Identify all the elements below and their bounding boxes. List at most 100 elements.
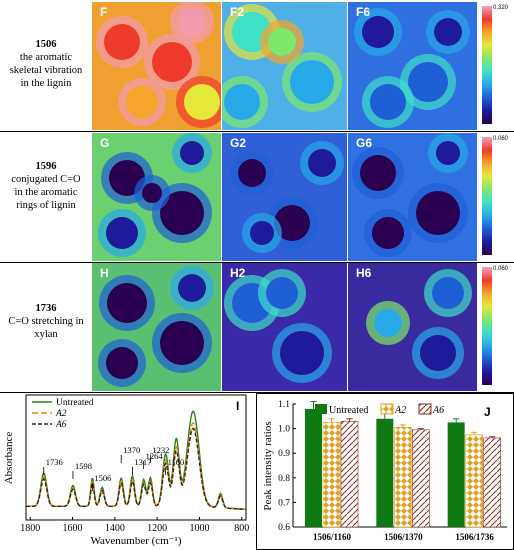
peak-label: 1317 — [134, 457, 151, 467]
y-tick-label: 0.6 — [278, 523, 290, 533]
bar-A6-1506/1160 — [340, 420, 359, 528]
color-scale-max: 0.060 — [493, 266, 509, 272]
legend-entry: A6 — [432, 405, 444, 416]
bar-A2-1506/1160 — [322, 422, 341, 528]
panel-label-G2: G2 — [230, 136, 247, 150]
row-divider — [0, 262, 514, 263]
x-tick-label: 1506/1160 — [313, 532, 352, 542]
y-tick-label: 0.8 — [278, 474, 290, 484]
panel-label-j: J — [484, 405, 491, 419]
legend-entry: A2 — [55, 409, 67, 419]
chemical-map-G2: G2 — [222, 133, 347, 261]
row-desc-line: rings of lignin — [16, 200, 76, 211]
heatmap-image — [92, 263, 221, 391]
row-wavenumber: 1736 — [35, 303, 57, 314]
heatmap-image — [92, 2, 221, 130]
chemical-map-H6: H6 — [348, 263, 477, 391]
legend-entry: A2 — [394, 405, 406, 416]
panel-label-H6: H6 — [356, 266, 372, 280]
color-scale-max: 0.060 — [493, 136, 509, 142]
bar-chart: Peak intensity ratios J 0.6 0.7 0.8 0.9 1.0 1… — [262, 400, 507, 542]
legend-entry: Untreated — [329, 405, 368, 416]
legend-entry: A6 — [55, 420, 67, 430]
peak-label: 1506 — [94, 473, 111, 483]
legend-swatch — [418, 403, 432, 415]
x-tick-label: 1800 — [20, 523, 40, 534]
chemical-map-F2: F2 — [222, 2, 347, 130]
x-tick-label: 800 — [234, 523, 249, 534]
panel-label-H: H — [100, 266, 109, 280]
panel-label-F6: F6 — [356, 5, 371, 19]
color-scale-gradient — [482, 267, 492, 385]
heatmap-image — [348, 263, 477, 391]
panel-i-spectra: I Absorbance Wavenumber (cm⁻¹) 1800 1600 1… — [0, 393, 253, 550]
bar-Untreated-1506/1160 — [305, 408, 322, 527]
legend-swatch — [380, 403, 394, 415]
x-tick-label: 1200 — [147, 523, 167, 534]
row-desc-line: skeletal vibration — [9, 65, 83, 76]
spectrum-line-A6 — [26, 427, 246, 511]
row-wavenumber: 1596 — [35, 161, 57, 172]
panel-label-F: F — [100, 5, 108, 19]
row-desc-line: conjugated C=O — [11, 174, 81, 185]
heatmap-image — [348, 2, 477, 130]
row-label-1596: 1596 conjugated C=O in the aromatic ring… — [0, 160, 92, 212]
panel-label-G6: G6 — [356, 136, 373, 150]
chemical-map-G6: G6 — [348, 133, 477, 261]
peak-label: 1736 — [46, 457, 63, 467]
color-scale: 0.060 — [478, 265, 514, 387]
heatmap-image — [348, 133, 477, 261]
chemical-map-G: G — [92, 133, 221, 261]
plot-frame — [25, 394, 247, 521]
panel-label-H2: H2 — [230, 266, 246, 280]
x-tick-label: 1400 — [105, 523, 125, 534]
y-tick-label: 1.0 — [278, 425, 290, 435]
bar-A6-1506/1370 — [412, 429, 430, 528]
heatmap-image — [92, 133, 221, 261]
color-scale-gradient — [482, 137, 492, 255]
bar-Untreated-1506/1736 — [447, 422, 465, 527]
color-scale: 0.320 — [478, 4, 514, 126]
spectra-plot: I Absorbance Wavenumber (cm⁻¹) 1800 1600 1… — [3, 394, 249, 547]
peak-label: 1598 — [75, 461, 92, 471]
row-wavenumber: 1506 — [35, 39, 57, 50]
peak-label: 1232 — [152, 445, 169, 455]
heatmap-image — [222, 2, 347, 130]
row-divider — [0, 392, 514, 393]
bar-A6-1506/1736 — [483, 437, 501, 528]
color-scale: 0.060 — [478, 135, 514, 257]
bar-A2-1506/1736 — [465, 434, 483, 528]
color-scale-max: 0.320 — [493, 5, 509, 11]
row-desc-line: the aromatic — [19, 52, 73, 63]
x-tick-label: 1000 — [189, 523, 209, 534]
row-divider — [0, 131, 514, 132]
row-desc-line: C=O stretching in — [8, 316, 84, 327]
chemical-map-H2: H2 — [222, 263, 347, 391]
heatmap-image — [222, 133, 347, 261]
heatmap-image — [222, 263, 347, 391]
panel-label-i: I — [236, 399, 239, 413]
chemical-map-F: F — [92, 2, 221, 130]
x-tick-label: 1600 — [63, 523, 83, 534]
row-desc-line: xylan — [34, 329, 58, 340]
panel-label-F2: F2 — [230, 5, 245, 19]
peak-label: 1264 — [146, 451, 164, 461]
row-desc-line: in the aromatic — [14, 187, 78, 198]
row-label-1506: 1506 the aromatic skeletal vibration in … — [0, 38, 92, 90]
legend-entry: Untreated — [56, 398, 94, 408]
panel-label-G: G — [100, 136, 110, 150]
x-axis-label: Wavenumber (cm⁻¹) — [91, 535, 182, 547]
x-tick-label: 1506/1736 — [455, 532, 494, 542]
peak-label: 1160 — [168, 457, 185, 467]
chemical-map-H: H — [92, 263, 221, 391]
y-axis-label: Absorbance — [3, 432, 15, 485]
x-tick-label: 1506/1370 — [384, 532, 423, 542]
row-label-1736: 1736 C=O stretching in xylan — [0, 302, 92, 341]
y-axis-label: Peak intensity ratios — [262, 421, 274, 510]
y-tick-label: 0.9 — [278, 449, 290, 459]
row-desc-line: in the lignin — [20, 78, 72, 89]
panel-j-bar-chart: Peak intensity ratios J 0.6 0.7 0.8 0.9 1.0 1… — [256, 393, 514, 550]
legend-swatch — [315, 404, 327, 414]
bar-A2-1506/1370 — [394, 427, 412, 528]
y-tick-label: 1.1 — [278, 400, 290, 410]
